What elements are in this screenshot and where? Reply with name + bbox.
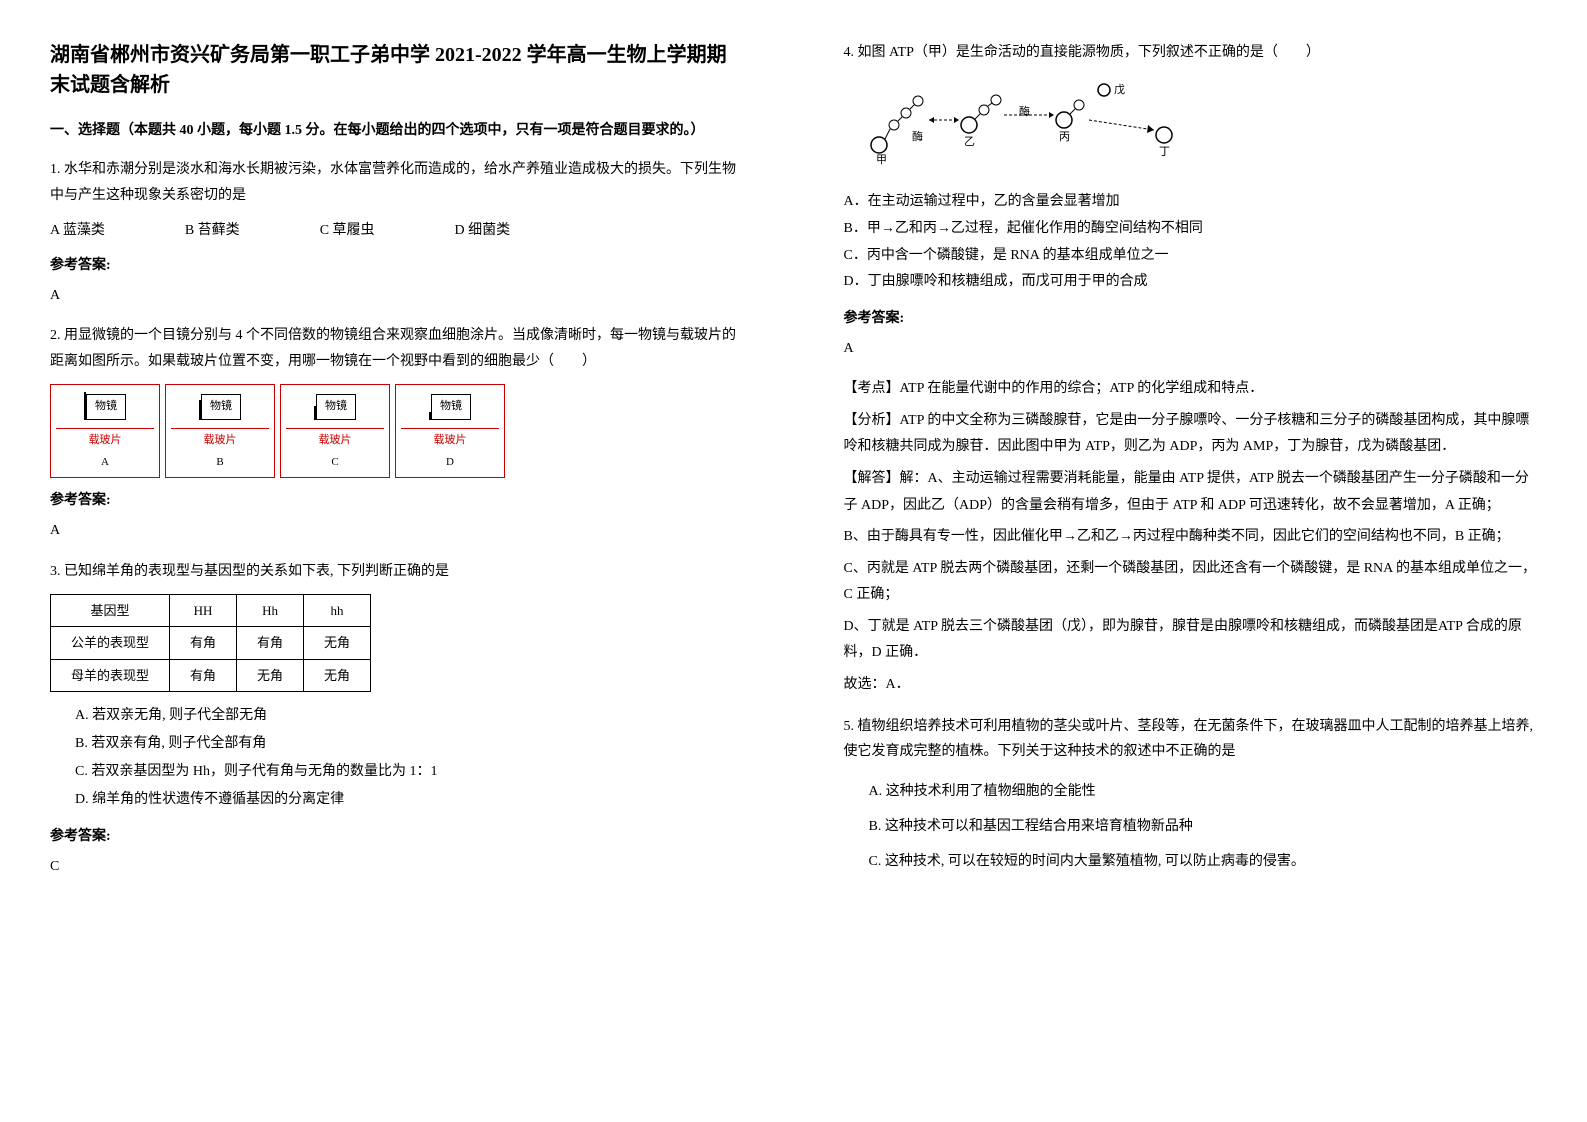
svg-text:戊: 戊	[1114, 83, 1125, 96]
q4-opt-a: A．在主动运输过程中，乙的含量会显著增加	[844, 189, 1538, 216]
question-1: 1. 水华和赤潮分别是淡水和海水长期被污染，水体富营养化而造成的，给水产养殖业造…	[50, 157, 744, 308]
question-2: 2. 用显微镜的一个目镜分别与 4 个不同倍数的物镜组合来观察血细胞涂片。当成像…	[50, 323, 744, 543]
q4-kaodian: 【考点】ATP 在能量代谢中的作用的综合；ATP 的化学组成和特点．	[844, 376, 1538, 403]
q3-answer-label: 参考答案:	[50, 824, 744, 849]
q4-jieda-c: C、丙就是 ATP 脱去两个磷酸基团，还剩一个磷酸基团，因此还含有一个磷酸键，是…	[844, 556, 1538, 609]
document-title: 湖南省郴州市资兴矿务局第一职工子弟中学 2021-2022 学年高一生物上学期期…	[50, 40, 744, 100]
q2-answer-label: 参考答案:	[50, 488, 744, 513]
q3-table: 基因型 HH Hh hh 公羊的表现型 有角 有角 无角 母羊的表现型 有角 无…	[50, 594, 371, 692]
q5-opt-b: B. 这种技术可以和基因工程结合用来培育植物新品种	[869, 809, 1538, 844]
q2-answer: A	[50, 518, 744, 543]
q3-opt-c: C. 若双亲基因型为 Hh，则子代有角与无角的数量比为 1：1	[75, 758, 744, 786]
lens-b: 物镜 载玻片 B	[165, 384, 275, 479]
q1-answer-label: 参考答案:	[50, 253, 744, 278]
q5-options: A. 这种技术利用了植物细胞的全能性 B. 这种技术可以和基因工程结合用来培育植…	[869, 774, 1538, 879]
lens-a: 物镜 载玻片 A	[50, 384, 160, 479]
question-3: 3. 已知绵羊角的表现型与基因型的关系如下表, 下列判断正确的是 基因型 HH …	[50, 559, 744, 880]
q3-answer: C	[50, 854, 744, 879]
q1-opt-a: A 蓝藻类	[50, 218, 105, 243]
lens-c: 物镜 载玻片 C	[280, 384, 390, 479]
left-column: 湖南省郴州市资兴矿务局第一职工子弟中学 2021-2022 学年高一生物上学期期…	[0, 0, 794, 1122]
atp-diagram: 甲 酶 乙 酶 丙	[864, 75, 1538, 174]
right-column: 4. 如图 ATP（甲）是生命活动的直接能源物质，下列叙述不正确的是（ ） 甲 …	[794, 0, 1587, 1122]
question-4: 4. 如图 ATP（甲）是生命活动的直接能源物质，下列叙述不正确的是（ ） 甲 …	[844, 40, 1538, 699]
q5-opt-a: A. 这种技术利用了植物细胞的全能性	[869, 774, 1538, 809]
svg-text:酶: 酶	[1019, 105, 1030, 118]
svg-text:乙: 乙	[964, 135, 975, 148]
q5-opt-c: C. 这种技术, 可以在较短的时间内大量繁殖植物, 可以防止病毒的侵害。	[869, 844, 1538, 879]
q1-answer: A	[50, 283, 744, 308]
q1-opt-c: C 草履虫	[320, 218, 375, 243]
q2-text: 2. 用显微镜的一个目镜分别与 4 个不同倍数的物镜组合来观察血细胞涂片。当成像…	[50, 323, 744, 373]
svg-text:丁: 丁	[1159, 146, 1170, 158]
q3-opt-b: B. 若双亲有角, 则子代全部有角	[75, 730, 744, 758]
q3-text: 3. 已知绵羊角的表现型与基因型的关系如下表, 下列判断正确的是	[50, 559, 744, 584]
q3-opt-d: D. 绵羊角的性状遗传不遵循基因的分离定律	[75, 786, 744, 814]
q4-options: A．在主动运输过程中，乙的含量会显著增加 B．甲→乙和丙→乙过程，起催化作用的酶…	[844, 189, 1538, 295]
section-header: 一、选择题（本题共 40 小题，每小题 1.5 分。在每小题给出的四个选项中，只…	[50, 120, 744, 142]
q1-opt-b: B 苔藓类	[185, 218, 240, 243]
q5-text: 5. 植物组织培养技术可利用植物的茎尖或叶片、茎段等，在无菌条件下，在玻璃器皿中…	[844, 714, 1538, 764]
q1-opt-d: D 细菌类	[455, 218, 511, 243]
q4-text: 4. 如图 ATP（甲）是生命活动的直接能源物质，下列叙述不正确的是（ ）	[844, 40, 1538, 65]
lens-d: 物镜 载玻片 D	[395, 384, 505, 479]
q3-options: A. 若双亲无角, 则子代全部无角 B. 若双亲有角, 则子代全部有角 C. 若…	[75, 702, 744, 814]
atp-svg: 甲 酶 乙 酶 丙	[864, 75, 1184, 165]
q4-guxuan: 故选：A．	[844, 672, 1538, 699]
lens-diagram: 物镜 载玻片 A 物镜 载玻片 B 物镜 载玻片 C 物镜 载玻片	[50, 384, 744, 479]
q4-analysis: 【考点】ATP 在能量代谢中的作用的综合；ATP 的化学组成和特点． 【分析】A…	[844, 376, 1538, 699]
q4-fenxi: 【分析】ATP 的中文全称为三磷酸腺苷，它是由一分子腺嘌呤、一分子核糖和三分子的…	[844, 408, 1538, 461]
q4-answer: A	[844, 336, 1538, 361]
svg-text:酶: 酶	[912, 130, 923, 143]
question-5: 5. 植物组织培养技术可利用植物的茎尖或叶片、茎段等，在无菌条件下，在玻璃器皿中…	[844, 714, 1538, 879]
q4-jieda-a: 【解答】解：A、主动运输过程需要消耗能量，能量由 ATP 提供，ATP 脱去一个…	[844, 466, 1538, 519]
svg-text:丙: 丙	[1059, 131, 1070, 143]
q4-opt-c: C．丙中含一个磷酸键，是 RNA 的基本组成单位之一	[844, 243, 1538, 270]
q4-jieda-d: D、丁就是 ATP 脱去三个磷酸基团（戊），即为腺苷，腺苷是由腺嘌呤和核糖组成，…	[844, 614, 1538, 667]
q4-answer-label: 参考答案:	[844, 306, 1538, 331]
q4-opt-b: B．甲→乙和丙→乙过程，起催化作用的酶空间结构不相同	[844, 216, 1538, 243]
q3-opt-a: A. 若双亲无角, 则子代全部无角	[75, 702, 744, 730]
q1-text: 1. 水华和赤潮分别是淡水和海水长期被污染，水体富营养化而造成的，给水产养殖业造…	[50, 157, 744, 207]
svg-text:甲: 甲	[876, 154, 887, 165]
q4-opt-d: D．丁由腺嘌呤和核糖组成，而戊可用于甲的合成	[844, 269, 1538, 296]
q4-jieda-b: B、由于酶具有专一性，因此催化甲→乙和乙→丙过程中酶种类不同，因此它们的空间结构…	[844, 524, 1538, 551]
q1-options: A 蓝藻类 B 苔藓类 C 草履虫 D 细菌类	[50, 218, 744, 243]
